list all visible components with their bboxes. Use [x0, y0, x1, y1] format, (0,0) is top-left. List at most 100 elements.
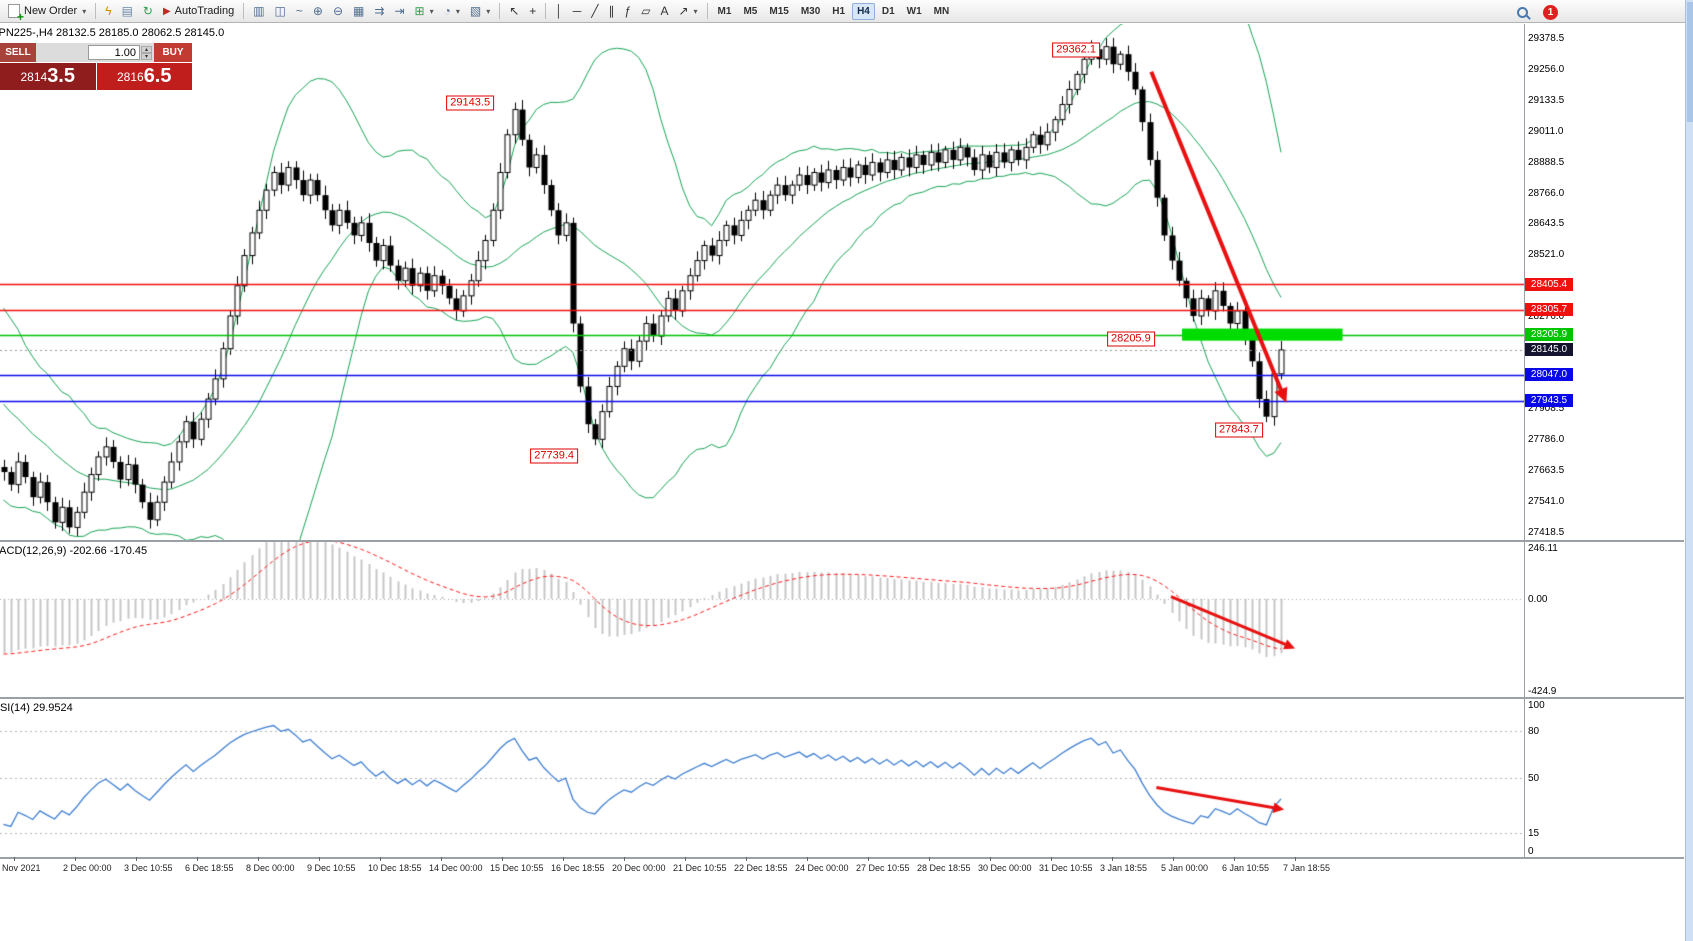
- timeframe-w1-button[interactable]: W1: [906, 5, 922, 17]
- time-axis-label: 7 Jan 18:55: [1283, 863, 1331, 873]
- toolbar-separator: [706, 3, 708, 19]
- scrollbar-thumb[interactable]: [1687, 2, 1693, 122]
- fibonacci-icon[interactable]: ƒ: [624, 3, 632, 18]
- pane-separator[interactable]: [0, 697, 1684, 699]
- data-folder-icon[interactable]: ↻: [142, 3, 153, 18]
- right-scrollbar[interactable]: [1685, 0, 1693, 941]
- indicators-icon[interactable]: ⊞ ▾: [414, 3, 434, 18]
- time-axis-label: 27 Dec 10:55: [856, 863, 910, 873]
- toolbar-separator: [545, 3, 547, 19]
- timeframe-m5-button[interactable]: M5: [743, 5, 758, 17]
- timeframe-d1-button[interactable]: D1: [881, 5, 895, 17]
- macd-label: MACD(12,26,9) -202.66 -170.45: [0, 545, 148, 557]
- price-axis-label: 29378.5: [1528, 33, 1565, 45]
- sell-price-button[interactable]: 2814 3.5: [0, 63, 96, 90]
- new-order-button[interactable]: + New Order ▾: [3, 2, 91, 23]
- main-chart-canvas[interactable]: [0, 24, 1524, 540]
- page-plus-icon: +: [8, 4, 24, 23]
- macd-axis-label: -424.9: [1528, 686, 1557, 697]
- volume-decrease-button[interactable]: ▾: [141, 52, 152, 60]
- time-axis-label: Nov 2021: [2, 863, 41, 873]
- bar-chart-icon[interactable]: ▥: [253, 3, 265, 18]
- arrows-icon[interactable]: ↗ ▾: [678, 3, 698, 18]
- timeframe-h1-button[interactable]: H1: [832, 5, 846, 17]
- time-axis-label: 3 Dec 10:55: [124, 863, 173, 873]
- print-icon[interactable]: ▤: [121, 3, 133, 18]
- autotrading-button[interactable]: ▶ AutoTrading: [162, 5, 235, 17]
- price-digits-large: 3.5: [47, 65, 75, 87]
- auto-scroll-icon[interactable]: ⇉: [374, 3, 385, 18]
- rsi-canvas[interactable]: [0, 699, 1524, 857]
- periods-icon[interactable]: ◔ ▾: [443, 3, 460, 18]
- expert-advisors-icon[interactable]: ϟ: [105, 3, 112, 18]
- time-axis-tick: [1112, 857, 1113, 861]
- timeframe-m1-button[interactable]: M1: [717, 5, 732, 17]
- line-chart-icon[interactable]: ~: [295, 3, 303, 18]
- text-icon[interactable]: A: [660, 3, 669, 18]
- chart-shift-icon[interactable]: ⇥: [394, 3, 405, 18]
- time-axis-tick: [1173, 857, 1174, 861]
- time-axis-label: 24 Dec 00:00: [795, 863, 849, 873]
- channel-icon[interactable]: ∥: [608, 3, 615, 18]
- buy-price-button[interactable]: 2816 6.5: [96, 63, 192, 90]
- cursor-icon[interactable]: ↖: [509, 3, 520, 18]
- macd-axis-label: 0.00: [1528, 593, 1548, 605]
- time-axis-tick: [563, 857, 564, 861]
- price-axis-label: 29133.5: [1528, 95, 1565, 107]
- time-axis-label: 9 Dec 10:55: [307, 863, 356, 873]
- pane-separator[interactable]: [0, 540, 1684, 542]
- candlestick-chart-icon[interactable]: ◫: [274, 3, 286, 18]
- time-axis-tick: [197, 857, 198, 861]
- price-axis-label: 28643.5: [1528, 218, 1565, 230]
- time-axis[interactable]: Nov 2021 2 Dec 00:00 3 Dec 10:55 6 Dec 18:5…: [0, 857, 1524, 879]
- price-axis-border: [1524, 24, 1525, 857]
- macd-axis-label: 246.11: [1528, 543, 1558, 554]
- sell-button[interactable]: SELL: [0, 43, 36, 62]
- price-axis-label: 27908.5: [1528, 403, 1565, 415]
- time-axis-label: 22 Dec 18:55: [734, 863, 788, 873]
- macd-canvas[interactable]: [0, 542, 1524, 697]
- horizontal-line-icon[interactable]: ─: [572, 3, 582, 18]
- timeframe-m30-button[interactable]: M30: [800, 5, 821, 17]
- chart-title: JPN225-,H4 28132.5 28185.0 28062.5 28145…: [0, 27, 225, 39]
- price-line-tag: 28205.9: [1525, 328, 1573, 342]
- time-axis-border: [0, 857, 1684, 859]
- search-button[interactable]: [1512, 3, 1533, 22]
- timeframe-mn-button[interactable]: MN: [933, 5, 950, 17]
- notification-badge[interactable]: 1: [1543, 5, 1558, 20]
- templates-icon[interactable]: ▧ ▾: [469, 3, 491, 18]
- dropdown-caret-icon: ▾: [693, 6, 698, 16]
- timeframe-m15-button[interactable]: M15: [769, 5, 789, 17]
- crosshair-icon[interactable]: +: [529, 3, 537, 18]
- shapes-icon[interactable]: ▱: [641, 3, 651, 18]
- volume-input[interactable]: [88, 45, 140, 60]
- time-axis-label: 5 Jan 00:00: [1161, 863, 1209, 873]
- buy-button[interactable]: BUY: [154, 43, 192, 62]
- trendline-icon[interactable]: ╱: [591, 3, 599, 18]
- zoom-in-icon[interactable]: ⊕: [312, 3, 323, 18]
- tile-windows-icon[interactable]: ▦: [353, 3, 365, 18]
- time-axis-label: 15 Dec 10:55: [490, 863, 544, 873]
- vertical-line-icon[interactable]: │: [555, 3, 563, 18]
- time-axis-label: 3 Jan 18:55: [1100, 863, 1148, 873]
- time-axis-tick: [929, 857, 930, 861]
- zoom-out-icon[interactable]: ⊖: [332, 3, 344, 18]
- price-axis-label: 28521.0: [1528, 249, 1565, 261]
- toolbar-separator: [499, 3, 501, 19]
- autotrading-play-icon: ▶: [162, 5, 171, 17]
- time-axis-label: 2 Dec 00:00: [63, 863, 112, 873]
- dropdown-caret-icon: ▾: [486, 6, 491, 16]
- price-axis-label: 27418.5: [1528, 526, 1565, 538]
- time-axis-tick: [685, 857, 686, 861]
- timeframe-h4-button[interactable]: H4: [852, 2, 875, 20]
- volume-increase-button[interactable]: ▴: [141, 45, 152, 53]
- time-axis-tick: [380, 857, 381, 861]
- price-axis-label: 29011.0: [1528, 125, 1564, 137]
- dropdown-caret-icon: ▾: [455, 6, 460, 16]
- toolbar-separator: [95, 3, 97, 19]
- price-line-tag: 27943.5: [1525, 394, 1573, 408]
- price-digits-small: 2814: [20, 69, 48, 84]
- price-axis-label: 27786.0: [1528, 434, 1565, 446]
